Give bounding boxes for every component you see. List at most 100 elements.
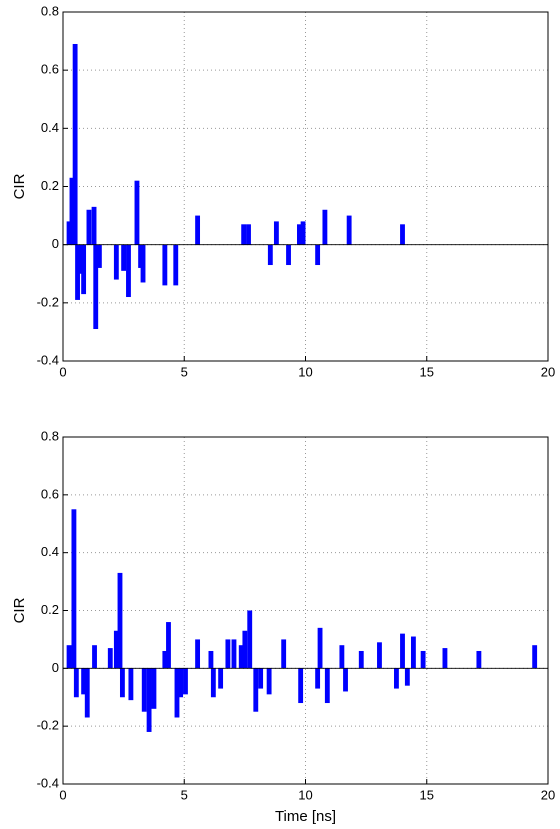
y-tick-label: 0 xyxy=(52,660,59,675)
y-axis-label: CIR xyxy=(11,173,28,199)
bar xyxy=(258,668,264,689)
bar xyxy=(297,224,302,245)
x-tick-label: 15 xyxy=(420,364,434,379)
axes-box xyxy=(62,11,549,362)
bar xyxy=(69,177,75,245)
bar xyxy=(286,244,291,266)
y-tick-label: 0.4 xyxy=(41,120,59,135)
y-tick-label: 0.2 xyxy=(41,602,59,617)
bar xyxy=(210,668,216,698)
bar xyxy=(73,668,79,698)
bar xyxy=(242,630,248,669)
x-tick-label: 20 xyxy=(541,787,555,802)
bar xyxy=(121,244,127,271)
bar xyxy=(71,509,77,669)
bar xyxy=(174,668,180,718)
bar xyxy=(166,622,171,669)
y-tick-label: 0.4 xyxy=(41,544,59,559)
bar xyxy=(81,244,87,295)
bar xyxy=(134,180,140,245)
axes-box xyxy=(62,436,549,785)
y-tick-label: 0 xyxy=(52,236,59,251)
y-tick-label: 0.8 xyxy=(41,428,59,443)
bar xyxy=(162,244,168,286)
bar xyxy=(400,633,405,669)
y-tick-label: 0.6 xyxy=(41,486,59,501)
bar xyxy=(267,244,273,266)
bar xyxy=(247,610,253,669)
bar xyxy=(151,668,157,709)
bar xyxy=(183,668,188,695)
bar xyxy=(410,636,416,669)
x-tick-label: 20 xyxy=(541,364,555,379)
bar xyxy=(72,43,78,245)
y-axis-label: CIR xyxy=(11,597,28,623)
y-tick-label: -0.4 xyxy=(37,352,59,367)
bar xyxy=(96,244,102,268)
bar xyxy=(298,668,304,704)
bar xyxy=(225,639,231,669)
y-tick-label: 0.2 xyxy=(41,178,59,193)
bar xyxy=(208,650,214,669)
bar xyxy=(93,244,99,330)
bar xyxy=(66,221,72,245)
x-tick-label: 10 xyxy=(298,364,312,379)
bar xyxy=(322,209,328,245)
bar xyxy=(162,650,168,669)
bar xyxy=(84,668,90,718)
bar xyxy=(266,668,272,695)
y-tick-label: -0.2 xyxy=(37,294,59,309)
bar xyxy=(442,648,448,669)
bar xyxy=(113,630,119,669)
bar xyxy=(141,668,147,712)
bar xyxy=(346,215,352,245)
x-tick-label: 0 xyxy=(59,364,66,379)
bar xyxy=(420,650,426,669)
x-tick-label: 5 xyxy=(181,364,188,379)
bar xyxy=(343,668,348,692)
bar xyxy=(126,244,131,298)
bar xyxy=(532,645,538,669)
bar xyxy=(300,221,306,245)
bar xyxy=(218,668,224,689)
bar xyxy=(394,668,399,689)
x-tick-label: 10 xyxy=(298,787,312,802)
x-tick-label: 5 xyxy=(181,787,188,802)
bar xyxy=(246,224,251,245)
bar xyxy=(91,206,97,245)
y-tick-label: -0.4 xyxy=(37,775,59,790)
bar xyxy=(81,668,87,695)
bar xyxy=(241,224,247,245)
x-axis-label: Time [ns] xyxy=(275,808,336,825)
y-tick-label: 0.8 xyxy=(41,3,59,18)
bar xyxy=(273,221,279,245)
bar xyxy=(75,244,80,300)
y-tick-label: 0.6 xyxy=(41,62,59,77)
bar xyxy=(281,639,287,669)
bar xyxy=(92,645,97,669)
bar xyxy=(86,209,92,245)
bar xyxy=(140,244,146,283)
bar xyxy=(128,668,134,701)
bar xyxy=(173,244,179,286)
bar xyxy=(404,668,410,686)
bar xyxy=(107,648,113,669)
bar xyxy=(377,642,382,669)
bar xyxy=(178,668,184,698)
bar xyxy=(400,224,405,245)
bar xyxy=(315,668,321,689)
bar xyxy=(117,572,123,669)
bar xyxy=(238,645,244,669)
bar xyxy=(315,244,321,266)
bar xyxy=(231,639,237,669)
bar xyxy=(324,668,330,704)
bar xyxy=(119,668,125,698)
bar xyxy=(66,645,72,669)
bar xyxy=(113,244,119,280)
bar xyxy=(476,650,482,669)
bar xyxy=(253,668,259,712)
bar xyxy=(317,627,323,669)
x-tick-label: 0 xyxy=(59,787,66,802)
bar xyxy=(146,668,152,732)
